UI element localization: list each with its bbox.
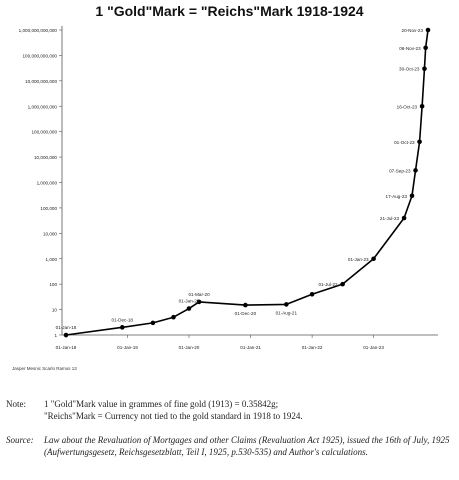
data-point xyxy=(423,45,428,51)
data-label: 21-Jul-23 xyxy=(380,216,400,221)
data-point xyxy=(409,193,415,199)
data-point xyxy=(63,332,69,338)
notes-line-1: 1 "Gold"Mark value in grammes of fine go… xyxy=(44,399,279,409)
data-point xyxy=(425,27,431,33)
chart-plot: 1 10 100 1,000 10,000 100,000 1,000,000 10,000,… xyxy=(12,26,438,371)
chart-data-labels: 01-Jan-18 01-Dec-18 01-Jan-20 01-Mar-20 01-D… xyxy=(56,28,424,330)
source-credit: Jasper Mesnic Scarlo Ramos 13 xyxy=(12,366,77,371)
y-tick-label: 1,000,000,000,000 xyxy=(19,28,58,33)
x-tick-label: 01-Jan-22 xyxy=(302,345,323,350)
y-tick-label: 10,000,000,000 xyxy=(25,79,57,84)
source-block: Source: Law about the Revaluation of Mor… xyxy=(6,434,452,458)
data-label: 01-Dec-18 xyxy=(112,317,134,322)
y-tick-label: 100,000,000,000 xyxy=(23,53,58,58)
data-point xyxy=(186,306,192,311)
data-point xyxy=(119,325,125,330)
data-point xyxy=(284,302,289,307)
data-label: 30-Oct-23 xyxy=(399,67,420,72)
data-label: 01-Oct-23 xyxy=(394,140,415,145)
series-line xyxy=(65,29,429,336)
data-point xyxy=(417,139,422,145)
data-label: 01-Jan-20 xyxy=(179,299,200,304)
data-point xyxy=(243,302,248,308)
data-label: 20-Nov-23 xyxy=(402,28,424,33)
data-label: 06-Nov-23 xyxy=(399,46,421,51)
source-text: Law about the Revaluation of Mortgages a… xyxy=(44,435,450,457)
chart-ticks: 1 10 100 1,000 10,000 100,000 1,000,000 10,000,… xyxy=(19,28,385,350)
chart-series xyxy=(63,27,431,338)
y-tick-label: 10,000,000 xyxy=(34,155,57,160)
data-point xyxy=(150,320,156,326)
data-label: 01-Jul-22 xyxy=(318,282,338,287)
chart-title: 1 "Gold"Mark = "Reichs"Mark 1918-1924 xyxy=(95,3,364,19)
y-tick-label: 1 xyxy=(54,333,57,338)
data-label: 17-Aug-23 xyxy=(386,194,408,199)
x-tick-label: 01-Jan-18 xyxy=(56,345,77,350)
data-point xyxy=(422,66,427,72)
y-tick-label: 1,000,000 xyxy=(37,181,58,186)
y-tick-label: 10 xyxy=(52,308,58,313)
data-label: 01-Dec-20 xyxy=(235,311,257,316)
data-label: 01-Jan-18 xyxy=(56,325,77,330)
x-tick-label: 01-Jan-19 xyxy=(117,345,138,350)
x-tick-label: 01-Jan-23 xyxy=(363,345,384,350)
y-tick-label: 10,000 xyxy=(43,231,57,236)
data-point xyxy=(340,281,345,287)
data-label: 16-Oct-23 xyxy=(397,104,418,109)
data-point xyxy=(371,256,376,262)
x-tick-label: 01-Jan-20 xyxy=(179,345,200,350)
data-point xyxy=(419,103,425,109)
source-label: Source: xyxy=(6,435,34,445)
data-label: 01-Mar-20 xyxy=(188,292,210,297)
notes-line-2: "Reichs"Mark = Currency not tied to the … xyxy=(44,411,303,421)
data-point xyxy=(309,291,315,297)
chart-axes xyxy=(61,26,438,336)
notes-block: Note: 1 "Gold"Mark value in grammes of f… xyxy=(6,398,446,422)
notes-label: Note: xyxy=(6,399,26,409)
y-tick-label: 100 xyxy=(49,282,57,287)
y-tick-label: 100,000,000 xyxy=(31,130,57,135)
data-label: 01-Jan-23 xyxy=(348,257,369,262)
data-point xyxy=(196,299,202,305)
data-point xyxy=(413,168,418,173)
y-tick-label: 1,000 xyxy=(46,257,58,262)
data-label: 07-Sep-23 xyxy=(389,168,411,173)
y-tick-label: 1,000,000,000 xyxy=(28,104,58,109)
data-point xyxy=(401,215,407,221)
data-point xyxy=(171,314,176,320)
data-label: 01-Aug-21 xyxy=(276,310,298,315)
x-tick-label: 01-Jan-21 xyxy=(240,345,261,350)
y-tick-label: 100,000 xyxy=(40,206,57,211)
